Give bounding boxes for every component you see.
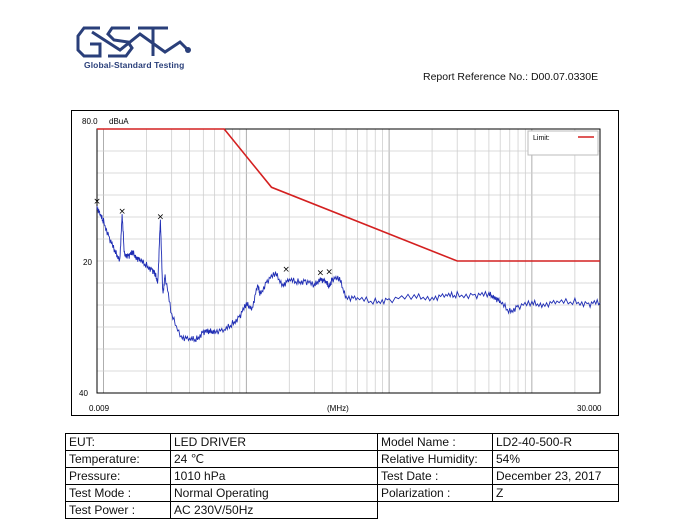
x-axis-unit: (MHz) <box>327 404 349 413</box>
table-cell: Test Date : <box>377 467 493 485</box>
peak-marker: × <box>282 265 290 275</box>
test-info-table: EUT: LED DRIVER Model Name : LD2-40-500-… <box>65 433 619 519</box>
table-cell: 54% <box>492 450 619 468</box>
chart-grid <box>96 129 600 393</box>
table-cell: Model Name : <box>377 433 493 451</box>
y-axis-top-label: 80.0 <box>82 117 98 126</box>
peak-marker: × <box>317 269 325 279</box>
chart-series <box>96 128 601 343</box>
x-axis-end-label: 30.000 <box>577 404 602 413</box>
chart-legend: Limit: <box>527 130 599 156</box>
table-row: Pressure: 1010 hPa Test Date : December … <box>65 467 619 485</box>
table-cell: December 23, 2017 <box>492 467 619 485</box>
table-row: Test Mode : Normal Operating Polarizatio… <box>65 484 619 502</box>
table-cell: LED DRIVER <box>170 433 378 451</box>
measurement-line <box>96 205 601 343</box>
report-reference: Report Reference No.: D00.07.0330E <box>423 71 599 83</box>
gst-logo-icon <box>76 26 191 58</box>
table-row: Test Power : AC 230V/50Hz <box>65 501 619 519</box>
table-cell: Z <box>492 484 619 502</box>
table-cell: Temperature: <box>65 450 171 468</box>
emission-chart: × × × × × × Limit: 80.0 dBuA 20 40 0.009 (MHz… <box>71 110 619 416</box>
y-axis-bottom-label: 40 <box>79 389 88 398</box>
y-axis-mid-label: 20 <box>83 258 92 267</box>
table-cell: Test Power : <box>65 501 171 519</box>
limit-line <box>97 128 600 262</box>
table-row: EUT: LED DRIVER Model Name : LD2-40-500-… <box>65 433 619 451</box>
table-cell: Test Mode : <box>65 484 171 502</box>
table-cell: LD2-40-500-R <box>492 433 619 451</box>
chart-svg: ×××× × × Limit: 80.0 dBuA 20 40 0.009 (MHz… <box>79 117 602 413</box>
table-cell: Relative Humidity: <box>377 450 493 468</box>
peak-marker: × <box>93 197 101 207</box>
logo-subtitle: Global-Standard Testing <box>84 60 185 70</box>
table-cell: 1010 hPa <box>170 467 378 485</box>
x-axis-start-label: 0.009 <box>89 404 110 413</box>
peak-marker: × <box>118 207 126 217</box>
table-cell: Pressure: <box>65 467 171 485</box>
table-row: Temperature: 24 ℃ Relative Humidity: 54% <box>65 450 619 468</box>
table-cell: Polarization : <box>377 484 493 502</box>
table-cell: 24 ℃ <box>170 450 378 468</box>
table-cell: AC 230V/50Hz <box>170 501 378 519</box>
peak-marker: × <box>325 267 333 277</box>
table-cell: Normal Operating <box>170 484 378 502</box>
peak-marker: × <box>157 212 165 222</box>
table-cell: EUT: <box>65 433 171 451</box>
legend-label-limit: Limit: <box>533 135 550 142</box>
chart-markers: ×××× × × <box>93 197 333 279</box>
y-axis-unit: dBuA <box>109 117 129 126</box>
